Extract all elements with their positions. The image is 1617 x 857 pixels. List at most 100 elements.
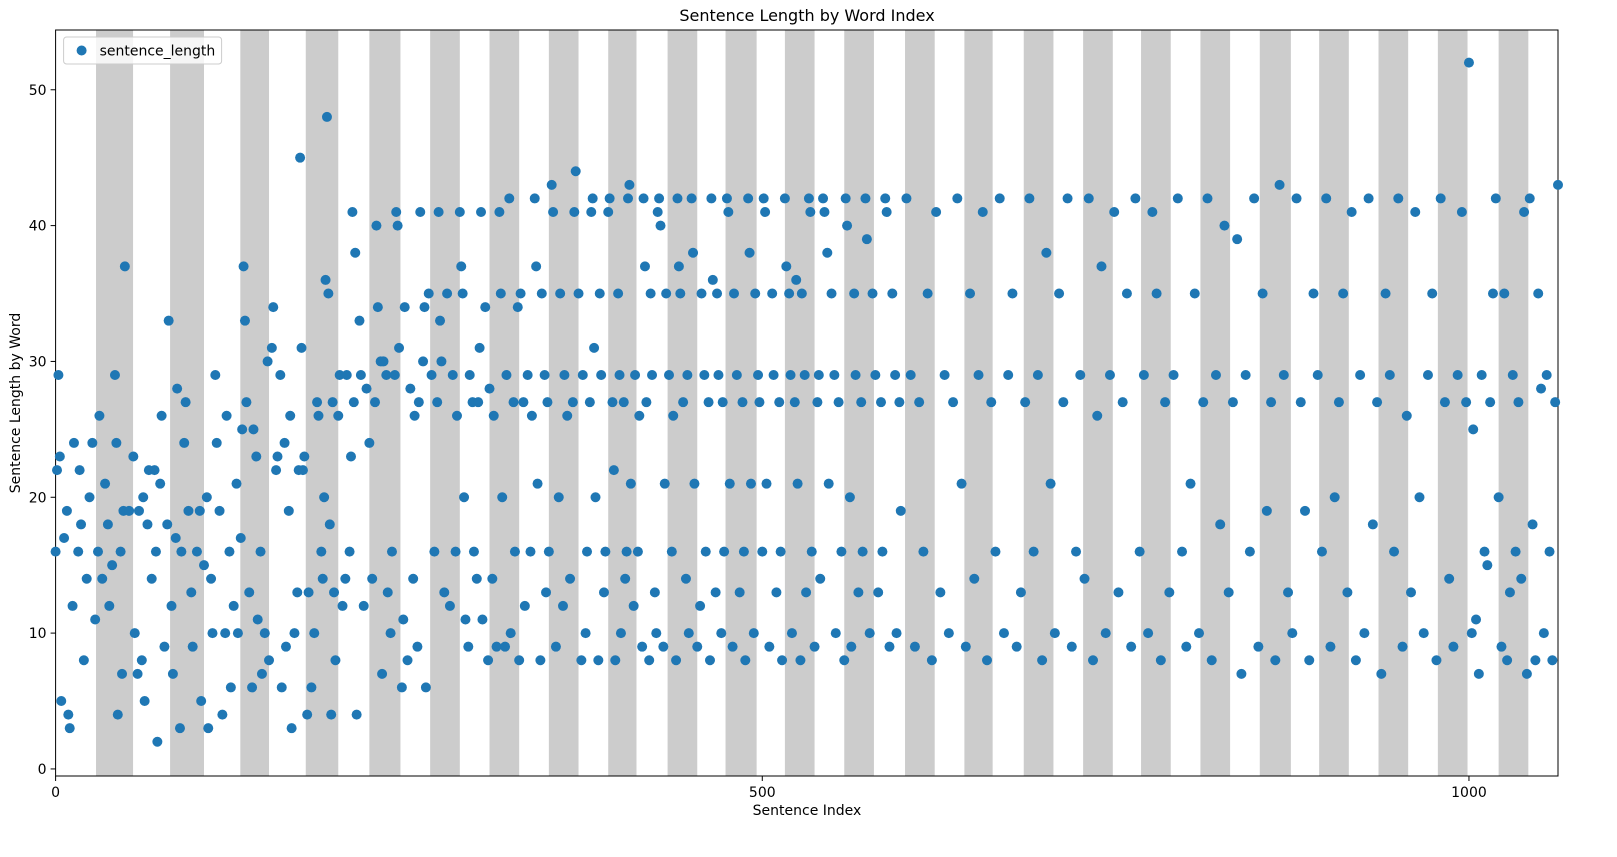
scatter-point [259,628,270,639]
scatter-point [830,628,841,639]
scatter-point [183,505,194,516]
scatter-point [53,370,64,381]
scatter-point [1547,655,1558,666]
scatter-point [1487,288,1498,299]
scatter-point [926,655,937,666]
scatter-point [699,370,710,381]
scatter-point [1007,288,1018,299]
scatter-point [107,560,118,571]
scatter-point [93,546,104,557]
scatter-point [201,492,212,503]
scatter-point [1138,370,1149,381]
scatter-point [471,573,482,584]
scatter-point [781,261,792,272]
scatter-point [943,628,954,639]
y-axis-label: Sentence Length by Word [8,313,24,493]
scatter-point [382,587,393,598]
scatter-point [1521,668,1532,679]
scatter-point [638,193,649,204]
scatter-point [451,410,462,421]
scatter-point [977,207,988,218]
scatter-point [166,600,177,611]
scatter-point [52,465,63,476]
shaded-region [1378,30,1409,776]
scatter-point [829,370,840,381]
scatter-point [1476,370,1487,381]
scatter-point [399,302,410,313]
scatter-point [61,505,72,516]
scatter-point [1109,207,1120,218]
scatter-point [156,410,167,421]
scatter-point [1355,370,1366,381]
scatter-point [334,370,345,381]
scatter-point [707,274,718,285]
scatter-point [412,641,423,652]
scatter-point [719,546,730,557]
scatter-point [1342,587,1353,598]
x-axis-label: Sentence Index [753,803,862,819]
scatter-point [94,410,105,421]
scatter-point [283,505,294,516]
legend-box [63,36,223,65]
scatter-point [111,437,122,448]
scatter-point [100,478,111,489]
scatter-point [960,641,971,652]
scatter-point [408,573,419,584]
scatter-point [801,587,812,598]
scatter-point [84,492,95,503]
scatter-point [686,193,697,204]
scatter-point [302,709,313,720]
scatter-point [1350,655,1361,666]
scatter-point [56,696,67,707]
scatter-point [1020,397,1031,408]
scatter-point [541,587,552,598]
scatter-point [248,424,259,435]
scatter-point [1519,207,1530,218]
scatter-point [1075,370,1086,381]
scatter-point [329,587,340,598]
scatter-point [745,478,756,489]
scatter-point [128,451,139,462]
scatter-point [570,166,581,177]
scatter-point [1312,370,1323,381]
scatter-point [586,207,597,218]
scatter-point [577,370,588,381]
scatter-point [286,723,297,734]
scatter-point [309,628,320,639]
scatter-point [774,397,785,408]
scatter-point [621,546,632,557]
scatter-point [1329,492,1340,503]
scatter-point [1380,288,1391,299]
scatter-point [531,261,542,272]
scatter-point [67,600,78,611]
scatter-point [596,370,607,381]
scatter-point [285,410,296,421]
scatter-point [1257,288,1268,299]
scatter-point [295,152,306,163]
scatter-point [279,437,290,448]
scatter-point [658,641,669,652]
scatter-point [620,573,631,584]
shaded-region [1083,30,1113,776]
scatter-point [220,628,231,639]
scatter-point [819,207,830,218]
scatter-point [1466,628,1477,639]
scatter-point [1143,628,1154,639]
scatter-point [931,207,942,218]
scatter-point [239,315,250,326]
scatter-point [405,383,416,394]
scatter-point [594,288,605,299]
scatter-point [604,193,615,204]
scatter-point [542,397,553,408]
scatter-point [345,451,356,462]
scatter-point [1510,546,1521,557]
scatter-point [615,628,626,639]
scatter-point [1490,193,1501,204]
scatter-point [589,342,600,353]
scatter-point [799,370,810,381]
scatter-point [370,397,381,408]
scatter-point [1530,655,1541,666]
scatter-point [132,668,143,679]
scatter-point [723,207,734,218]
scatter-point [214,505,225,516]
